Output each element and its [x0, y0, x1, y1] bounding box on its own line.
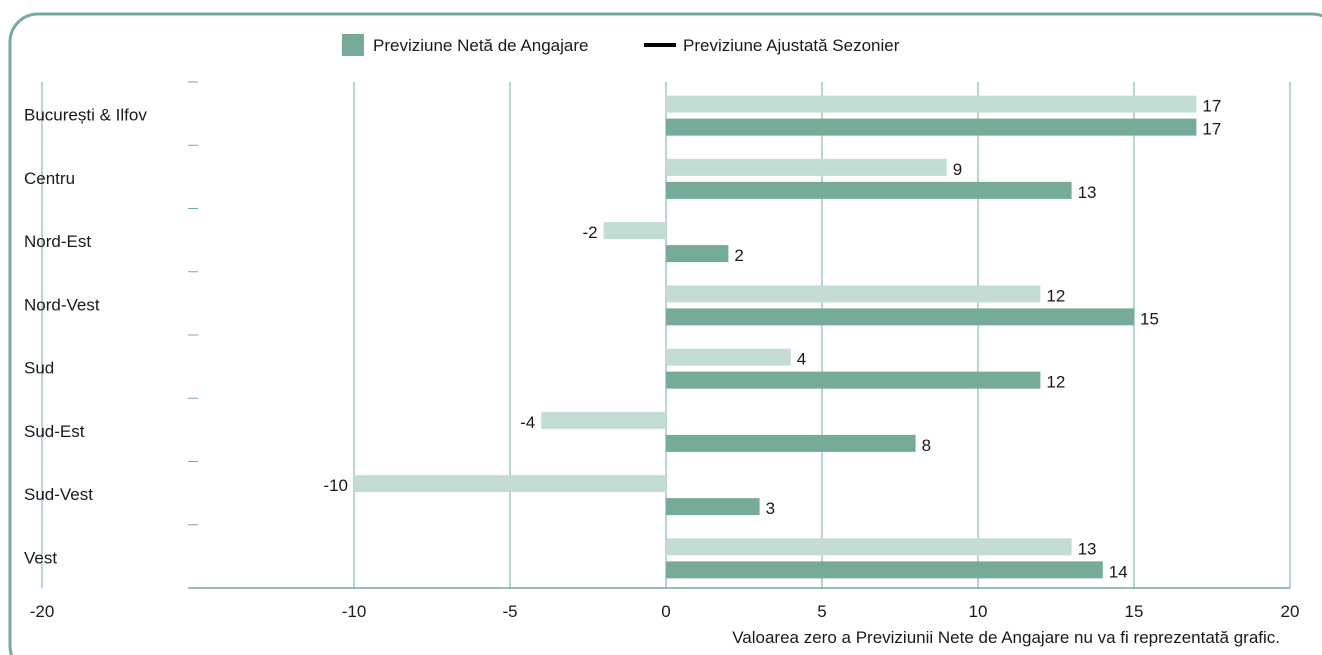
category-label: Sud	[24, 359, 54, 378]
data-label: 3	[766, 499, 775, 518]
data-label: 4	[797, 350, 806, 369]
category-label: Nord-Est	[24, 232, 91, 251]
x-tick-label: -10	[342, 602, 367, 621]
data-label: 12	[1046, 286, 1065, 305]
value-labels: 17 17 9 13 -2 2 12 15 4 12 -4 8 -10 3 13 14	[323, 97, 1221, 582]
x-tick-label: 10	[969, 602, 988, 621]
x-tick-label: 5	[817, 602, 826, 621]
bar	[666, 245, 729, 263]
bar	[666, 285, 1041, 303]
legend-label-adjusted: Previziune Ajustată Sezonier	[683, 36, 900, 55]
legend-swatch-net	[342, 34, 364, 56]
footnote: Valoarea zero a Previziunii Nete de Anga…	[732, 628, 1280, 647]
category-label: București & Ilfov	[24, 106, 147, 125]
category-labels: București & Ilfov Centru Nord-Est Nord-Vest…	[24, 106, 147, 568]
data-label: -10	[323, 476, 348, 495]
bar	[666, 95, 1197, 113]
bar	[666, 561, 1103, 579]
data-label: 17	[1202, 120, 1221, 139]
x-tick-label: 0	[661, 602, 670, 621]
data-label: -2	[582, 223, 597, 242]
x-tick-label: 20	[1281, 602, 1300, 621]
bar	[666, 181, 1072, 199]
data-label: 8	[922, 436, 931, 455]
x-axis: -20 -10 -5 0 5 10 15 20	[30, 81, 1300, 621]
category-label: Sud-Vest	[24, 485, 93, 504]
bar	[354, 475, 666, 493]
category-label: Centru	[24, 169, 75, 188]
data-label: 2	[734, 246, 743, 265]
bar	[666, 158, 947, 176]
legend: Previziune Netă de Angajare Previziune A…	[342, 34, 900, 56]
bar	[541, 411, 666, 429]
x-tick-label: 15	[1125, 602, 1144, 621]
bar	[603, 222, 666, 240]
data-label: 9	[953, 160, 962, 179]
data-label: 15	[1140, 309, 1159, 328]
data-label: -4	[520, 413, 535, 432]
bars	[354, 95, 1197, 579]
category-label: Sud-Est	[24, 422, 85, 441]
data-label: 12	[1046, 373, 1065, 392]
bar	[666, 308, 1134, 326]
bar	[666, 371, 1041, 389]
category-label: Vest	[24, 548, 57, 567]
bar	[666, 538, 1072, 556]
bar	[666, 348, 791, 366]
bar	[666, 434, 916, 452]
chart-frame	[8, 12, 1322, 655]
data-label: 17	[1202, 97, 1221, 116]
legend-label-net: Previziune Netă de Angajare	[373, 36, 588, 55]
bar	[666, 118, 1197, 136]
bar	[666, 498, 760, 516]
x-tick-label: -5	[502, 602, 517, 621]
x-tick-label: -20	[30, 602, 55, 621]
category-label: Nord-Vest	[24, 295, 100, 314]
data-label: 14	[1109, 562, 1128, 581]
data-label: 13	[1078, 183, 1097, 202]
data-label: 13	[1078, 539, 1097, 558]
